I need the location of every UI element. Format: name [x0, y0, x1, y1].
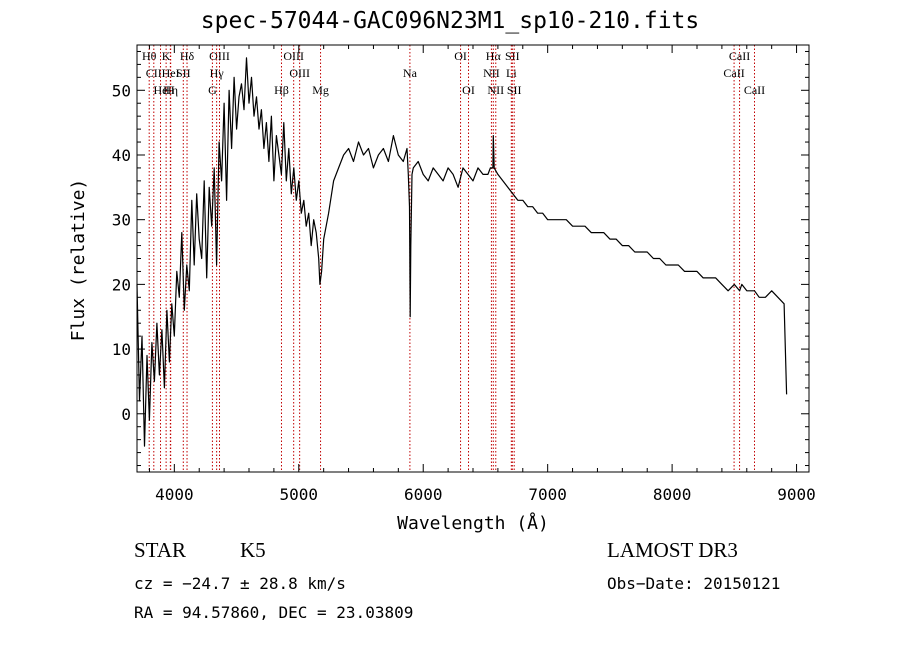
- observation-date: Obs−Date: 20150121: [607, 574, 781, 593]
- x-axis: 4000 5000 6000 7000 8000 9000: [148, 45, 816, 504]
- x-tick-label: 6000: [404, 485, 443, 504]
- y-tick-label: 40: [112, 146, 131, 165]
- y-tick-label: 20: [112, 275, 131, 294]
- x-axis-label: Wavelength (Å): [397, 512, 549, 534]
- line-marker-label: Hα: [486, 49, 502, 63]
- y-tick-label: 50: [112, 81, 131, 100]
- line-marker-label: Hδ: [180, 49, 195, 63]
- spectrum-layer: [136, 57, 788, 447]
- line-marker-label: CaII: [729, 49, 750, 63]
- line-marker-label: CaII: [723, 66, 744, 80]
- line-marker-label: CaII: [744, 83, 765, 97]
- x-tick-label: 9000: [777, 485, 816, 504]
- y-axis-label: Flux (relative): [68, 179, 89, 342]
- y-tick-label: 0: [121, 405, 131, 424]
- line-marker-label: SII: [176, 66, 191, 80]
- line-marker-label: SII: [507, 83, 522, 97]
- line-marker-label: Mg: [312, 83, 329, 97]
- line-marker-label: OIII: [209, 49, 230, 63]
- line-marker-label: K: [162, 49, 171, 63]
- y-tick-label: 30: [112, 211, 131, 230]
- line-marker-label: OI: [462, 83, 475, 97]
- line-marker-label: H: [166, 83, 175, 97]
- line-marker-label: Hβ: [274, 83, 289, 97]
- x-tick-label: 7000: [528, 485, 567, 504]
- line-marker-label: Hγ: [210, 66, 225, 80]
- line-marker-label: Hθ: [142, 49, 157, 63]
- x-tick-label: 4000: [155, 485, 194, 504]
- line-marker-label: Li: [506, 66, 517, 80]
- line-marker-label: OIII: [289, 66, 310, 80]
- redshift-readout: cz = −24.7 ± 28.8 km/s: [134, 574, 346, 593]
- chart-title: spec-57044-GAC096N23M1_sp10-210.fits: [200, 8, 700, 34]
- line-marker-label: He: [154, 83, 168, 97]
- line-marker-label: G: [208, 83, 217, 97]
- line-marker-label: CII: [146, 66, 162, 80]
- line-marker-label: OIII: [283, 49, 304, 63]
- x-tick-label: 5000: [280, 485, 319, 504]
- line-marker-label: NII: [487, 83, 504, 97]
- object-subclass: K5: [240, 538, 266, 562]
- survey-name: LAMOST DR3: [607, 538, 738, 562]
- y-tick-label: 10: [112, 340, 131, 359]
- y-axis: 0 10 20 30 40 50: [112, 50, 809, 467]
- line-marker-label: SII: [505, 49, 520, 63]
- line-marker-label: Na: [403, 66, 418, 80]
- spectrum-line: [136, 57, 788, 447]
- sky-coordinates: RA = 94.57860, DEC = 23.03809: [134, 603, 414, 622]
- x-tick-label: 8000: [653, 485, 692, 504]
- object-type: STAR: [134, 538, 186, 562]
- line-marker-label: Hη: [163, 83, 178, 97]
- line-marker-label: NII: [483, 66, 500, 80]
- line-marker-label: OI: [454, 49, 467, 63]
